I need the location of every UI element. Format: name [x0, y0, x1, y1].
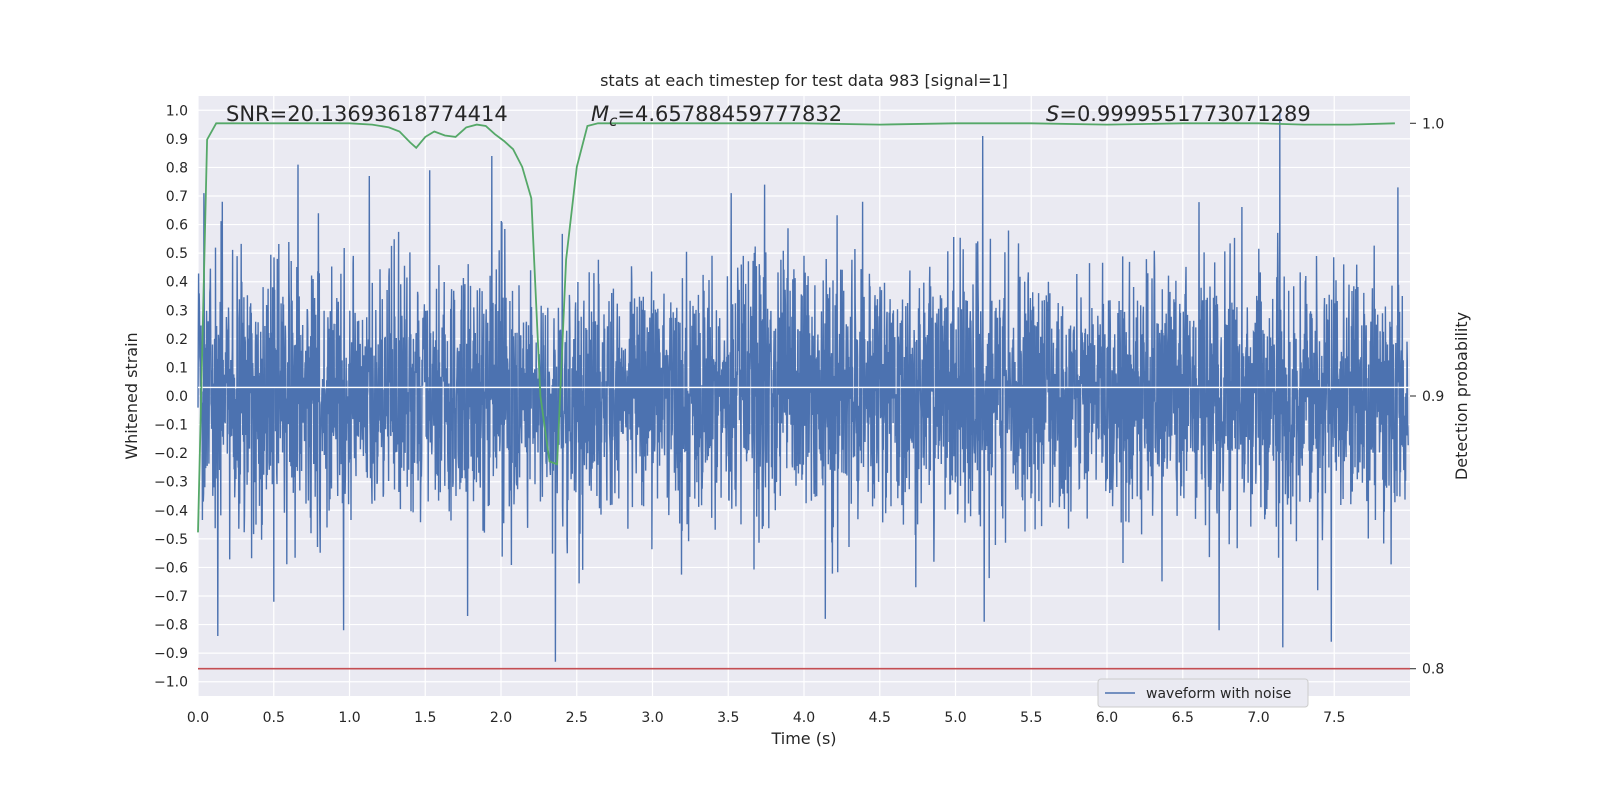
x-tick-label: 7.0	[1247, 710, 1269, 726]
chirp-mass-value: =4.65788459777832	[617, 102, 842, 126]
chirp-mass-annotation: Mc=4.65788459777832	[591, 102, 842, 130]
y-tick-label: −0.2	[154, 446, 188, 462]
y-tick-label: −0.6	[154, 560, 188, 576]
waveform-series	[197, 110, 1409, 662]
x-tick-label: 5.0	[944, 710, 966, 726]
x-tick-label: 1.0	[338, 710, 360, 726]
y-tick-label: 0.7	[166, 189, 188, 205]
y2-axis-ticks: 1.0 0.9 0.8	[1410, 116, 1444, 678]
x-tick-label: 4.5	[869, 710, 891, 726]
x-tick-label: 0.5	[263, 710, 285, 726]
y-tick-label: 0.2	[166, 332, 188, 348]
y-tick-label: 0.1	[166, 360, 188, 376]
y-tick-label: 0.9	[166, 132, 188, 148]
score-value: =0.9999551773071289	[1059, 102, 1310, 126]
x-tick-label: 3.5	[717, 710, 739, 726]
score-symbol: S	[1046, 102, 1059, 126]
y-tick-label: −1.0	[154, 675, 188, 691]
legend: waveform with noise	[1097, 678, 1309, 708]
x-tick-label: 5.5	[1020, 710, 1042, 726]
y-tick-label: −0.7	[154, 589, 188, 605]
y2-tick-label: 0.9	[1422, 389, 1444, 405]
detection-probability-line	[197, 122, 1395, 533]
y-tick-label: −0.9	[154, 646, 188, 662]
y2-tick-label: 1.0	[1422, 116, 1444, 132]
y-tick-label: −0.1	[154, 418, 188, 434]
score-annotation: S=0.9999551773071289	[1046, 102, 1311, 126]
y-tick-label: −0.5	[154, 532, 188, 548]
y-tick-label: 0.6	[166, 218, 188, 234]
x-tick-label: 0.0	[187, 710, 209, 726]
y-tick-label: −0.4	[154, 503, 188, 519]
x-tick-label: 7.5	[1323, 710, 1345, 726]
waveform-path	[197, 110, 1409, 662]
x-axis-label: Time (s)	[770, 729, 836, 748]
legend-entry: waveform with noise	[1146, 686, 1291, 702]
y-tick-label: 0.4	[166, 275, 188, 291]
y2-tick-label: 0.8	[1422, 662, 1444, 678]
x-tick-label: 2.5	[566, 710, 588, 726]
x-tick-label: 4.0	[793, 710, 815, 726]
chart-title: stats at each timestep for test data 983…	[600, 71, 1008, 90]
x-tick-label: 3.0	[641, 710, 663, 726]
snr-annotation: SNR=20.13693618774414	[226, 102, 508, 126]
chirp-mass-symbol: M	[591, 102, 609, 126]
x-tick-label: 6.5	[1172, 710, 1194, 726]
x-tick-label: 1.5	[414, 710, 436, 726]
chirp-mass-subscript: c	[609, 112, 618, 130]
y-tick-label: 0.8	[166, 160, 188, 176]
y-tick-label: 0.3	[166, 303, 188, 319]
y2-axis-label: Detection probability	[1452, 312, 1471, 480]
y-tick-label: −0.3	[154, 475, 188, 491]
x-tick-label: 6.0	[1096, 710, 1118, 726]
x-tick-label: 2.0	[490, 710, 512, 726]
y-tick-label: 0.5	[166, 246, 188, 262]
y-tick-label: −0.8	[154, 618, 188, 634]
y-axis-ticks: 1.0 0.9 0.8 0.7 0.6 0.5 0.4 0.3 0.2 0.1 0.0 −0.1 −0.…	[154, 103, 188, 690]
y-tick-label: 0.0	[166, 389, 188, 405]
x-axis-ticks: 0.0 0.5 1.0 1.5 2.0 2.5 3.0 3.5 4.0 4.5 5.0 5.5 6.0 6…	[187, 710, 1346, 726]
y-axis-label: Whitened strain	[122, 332, 141, 459]
y-tick-label: 1.0	[166, 103, 188, 119]
legend-box	[1097, 678, 1309, 708]
